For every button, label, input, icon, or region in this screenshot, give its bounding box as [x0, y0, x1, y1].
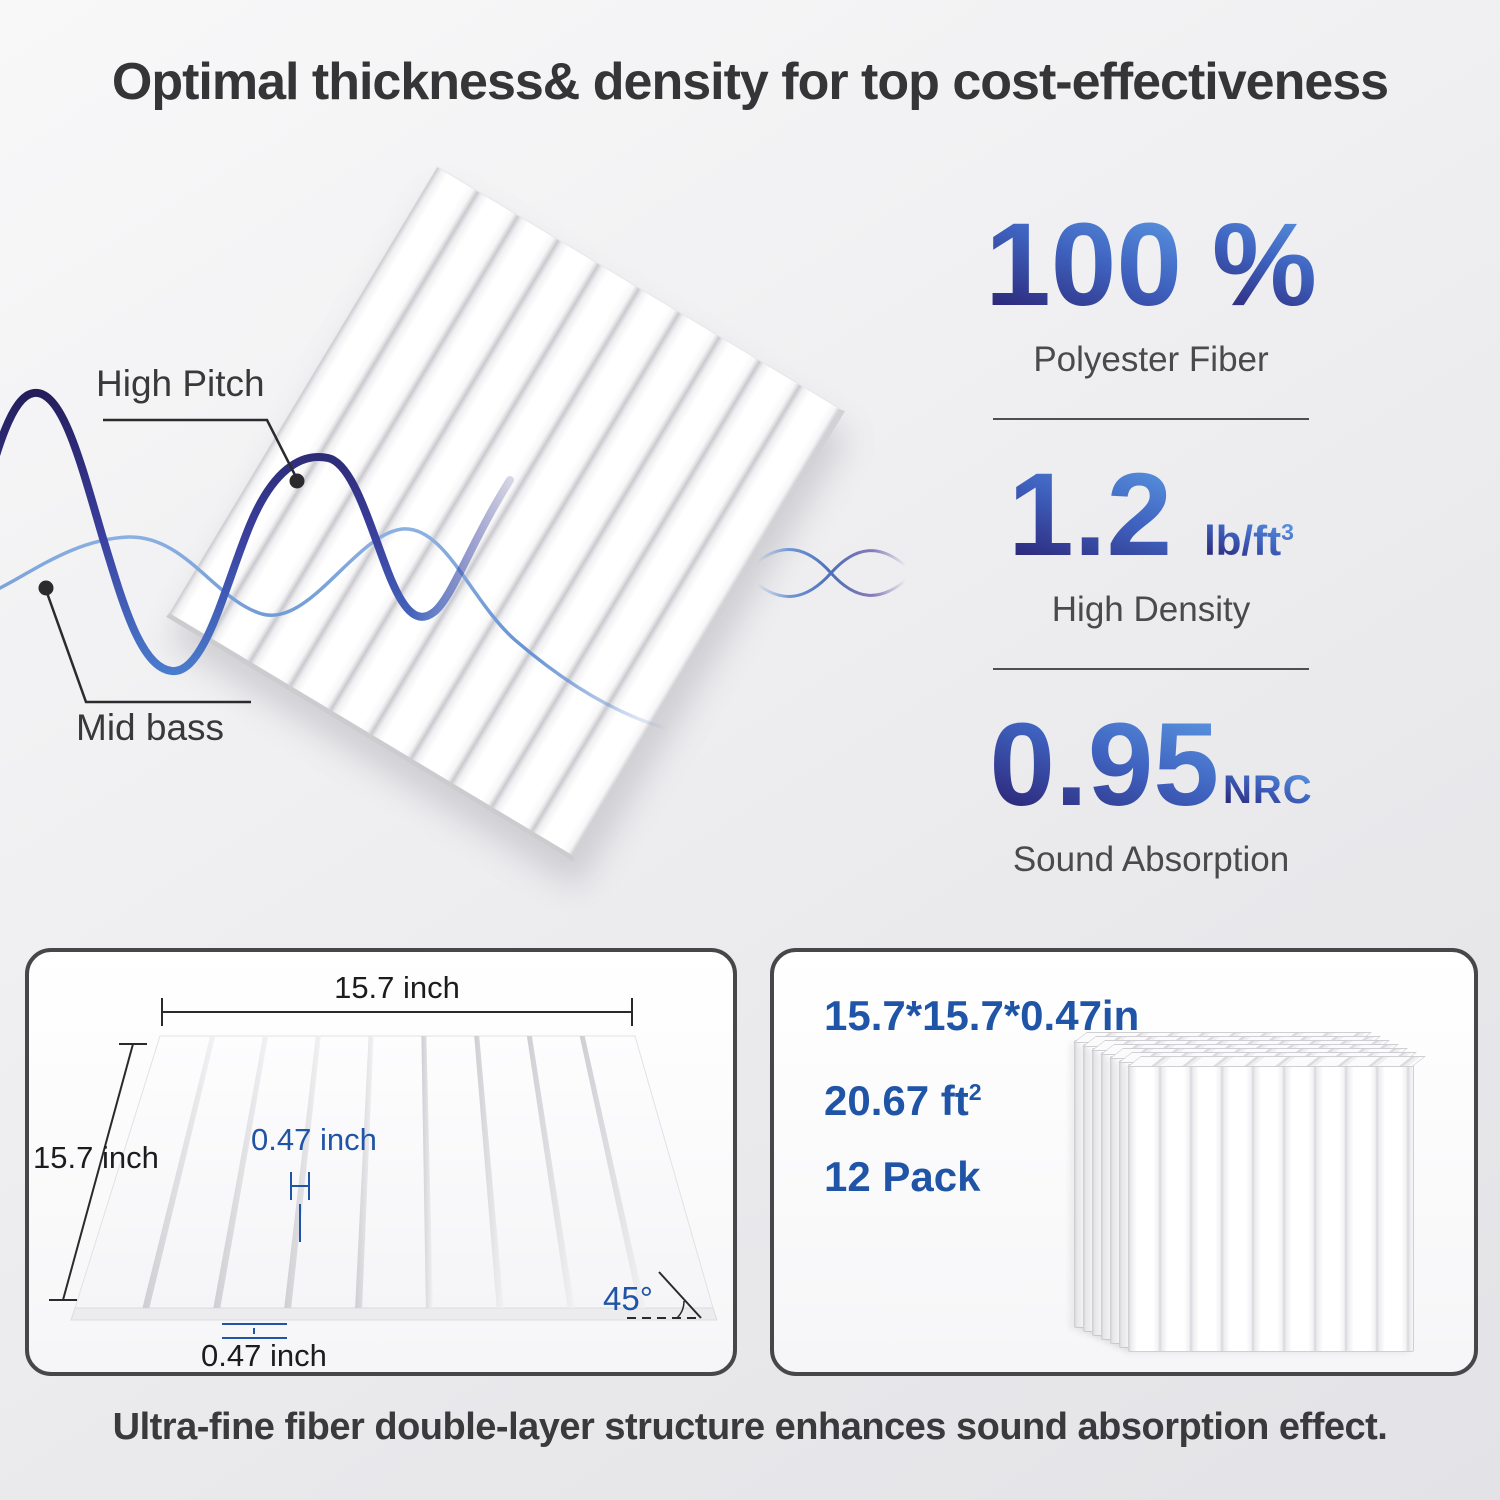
- dim-angle-label: 45°: [603, 1280, 653, 1317]
- stat-density-unit: lb/ft3: [1204, 517, 1294, 564]
- stat-nrc-unit: NRC: [1223, 768, 1313, 812]
- stat-density-label: High Density: [1051, 590, 1251, 629]
- dim-slat-label: 0.47 inch: [201, 1338, 327, 1372]
- stat-nrc: 0.95 NRC Sound Absorption: [989, 706, 1312, 880]
- dim-angle-hypotenuse: [658, 1271, 702, 1319]
- dim-slat-mark: [222, 1323, 287, 1339]
- stats-column: 100 % Polyester Fiber 1.2 lb/ft3 High De…: [978, 206, 1324, 880]
- stat-density: 1.2 lb/ft3 High Density: [1008, 456, 1294, 630]
- dim-height-line: [62, 1043, 134, 1301]
- stat-polyester-unit: %: [1211, 199, 1317, 331]
- stat-density-value: 1.2: [1008, 449, 1173, 581]
- page-title: Optimal thickness& density for top cost-…: [111, 53, 1389, 111]
- dim-panel-grooves: [142, 1036, 646, 1308]
- stat-density-value-row: 1.2 lb/ft3: [1008, 456, 1294, 574]
- stat-nrc-value: 0.95: [989, 699, 1219, 831]
- stat-polyester-value-row: 100 %: [985, 206, 1317, 324]
- attenuated-wave-lower: [755, 549, 908, 598]
- stat-polyester: 100 % Polyester Fiber: [985, 206, 1317, 380]
- acoustic-panel-3d: [166, 166, 846, 863]
- dimension-box: 15.7 inch 15.7 inch 0.47 inch 0.47 inch: [25, 948, 737, 1376]
- stat-nrc-label: Sound Absorption: [1012, 840, 1290, 879]
- stack-panel: [1128, 1064, 1414, 1352]
- dim-height-label: 15.7 inch: [33, 1140, 159, 1175]
- stat-divider-2: [993, 668, 1309, 670]
- pack-box: 15.7*15.7*0.47in 20.67 ft2 12 Pack: [770, 948, 1478, 1376]
- caption: Ultra-fine fiber double-layer structure …: [112, 1406, 1388, 1448]
- dim-groove-label: 0.47 inch: [251, 1122, 377, 1157]
- mid-bass-dot: [38, 580, 54, 596]
- dim-panel-face: [74, 1035, 714, 1309]
- pack-area-line: 20.67 ft2: [824, 1077, 982, 1124]
- pack-count-line: 12 Pack: [824, 1153, 981, 1200]
- stat-divider-1: [993, 418, 1309, 420]
- panel-stack: [1074, 1040, 1454, 1370]
- high-pitch-label: High Pitch: [96, 363, 265, 404]
- dimension-figure: 15.7 inch 15.7 inch 0.47 inch 0.47 inch: [33, 970, 718, 1372]
- stat-polyester-label: Polyester Fiber: [1033, 340, 1269, 379]
- dim-width-label: 15.7 inch: [334, 970, 460, 1005]
- stat-polyester-value: 100: [985, 199, 1182, 331]
- stat-nrc-value-row: 0.95 NRC: [989, 706, 1312, 824]
- dim-groove-mark: [290, 1172, 310, 1242]
- pack-text-block: 15.7*15.7*0.47in 20.67 ft2 12 Pack: [824, 978, 1139, 1215]
- dim-angle-arc: [676, 1300, 685, 1319]
- mid-bass-label: Mid bass: [76, 707, 225, 748]
- attenuated-wave-upper: [755, 548, 908, 597]
